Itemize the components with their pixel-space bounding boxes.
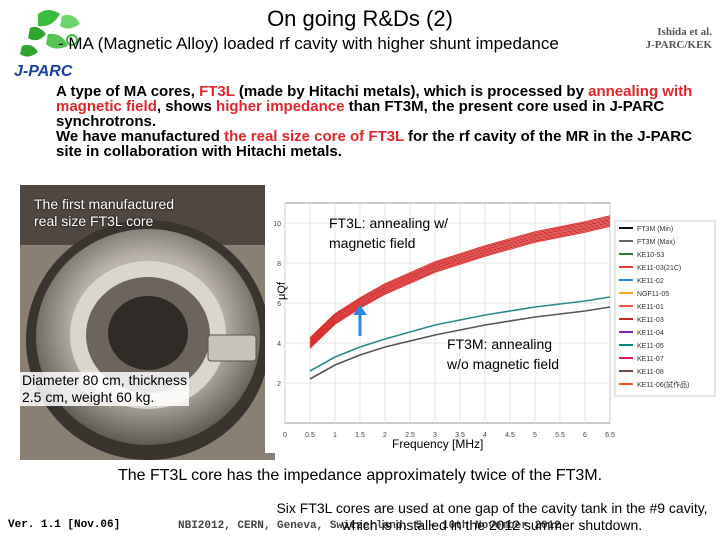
slide-title: On going R&Ds (2) — [267, 6, 453, 31]
legend-label: KE11-05 — [637, 343, 664, 350]
photo-caption: The first manufactured real size FT3L co… — [34, 196, 174, 230]
legend-label: KE11-01 — [637, 304, 664, 311]
x-tick-label: 2.5 — [405, 432, 415, 439]
impedance-chart: 0 0.5 1 1.5 2 2.5 3 3.5 4 4.5 5 5.5 6 6.5 10 8 6 4 2 FT3M … — [265, 183, 720, 453]
legend-label: NGF11-05 — [637, 291, 669, 298]
legend-label: KE11-07 — [637, 356, 664, 363]
intro-paragraph-1: A type of MA cores, FT3L (made by Hitach… — [56, 84, 696, 129]
series-line-ft3l — [309, 224, 611, 348]
author-names: Ishida et al. — [657, 26, 712, 38]
series-line-ft3l — [309, 223, 611, 346]
annotation-ft3m-line: FT3M: annealing — [447, 336, 552, 352]
x-tick-label: 1.5 — [355, 432, 365, 439]
legend-label: KE11-03 — [637, 317, 664, 324]
installation-note: Six FT3L cores are used at one gap of th… — [276, 500, 708, 533]
legend-label: FT3M (Max) — [637, 239, 675, 246]
x-tick-label: 0 — [283, 432, 287, 439]
author-affiliation: J-PARC/KEK — [645, 39, 712, 51]
intro-text: A type of MA cores, FT3L (made by Hitach… — [56, 84, 696, 159]
annotation-arrow — [353, 305, 367, 336]
annotation-ft3l: FT3L: annealing w/ magnetic field — [329, 215, 452, 251]
highlight-real-size-core: the real size core of FT3L — [224, 128, 404, 145]
intro-text-run: (made by Hitachi metals), which is proce… — [234, 83, 589, 100]
photo-caption-line: real size FT3L core — [34, 213, 154, 229]
intro-paragraph-2: We have manufactured the real size core … — [56, 129, 696, 159]
photo-caption-line: The first manufactured — [34, 196, 175, 212]
y-tick-label: 2 — [277, 381, 281, 388]
highlight-impedance: higher impedance — [216, 98, 345, 115]
x-tick-label: 6 — [583, 432, 587, 439]
chart-ticks: 0 0.5 1 1.5 2 2.5 3 3.5 4 4.5 5 5.5 6 6.5 10 8 6 4 2 — [273, 221, 615, 439]
series-line-ft3l — [309, 225, 611, 349]
annotation-ft3m: FT3M: annealing w/o magnetic field — [446, 336, 559, 372]
intro-text-run: for the rf cavity of the MR in the J-PAR… — [56, 128, 692, 160]
annotation-ft3l-line: magnetic field — [329, 235, 415, 251]
intro-text-run: , shows — [156, 98, 217, 115]
legend-label: KE11-02 — [637, 278, 664, 285]
x-tick-label: 0.5 — [305, 432, 315, 439]
version-label: Ver. 1.1 [Nov.06] — [8, 519, 121, 531]
slide-subtitle: - MA (Magnetic Alloy) loaded rf cavity w… — [58, 34, 559, 53]
legend-label: KE11-03(21C) — [637, 265, 681, 272]
x-tick-label: 3 — [433, 432, 437, 439]
legend-label: KE11-08 — [637, 369, 664, 376]
jparc-logo-text: J-PARC — [14, 63, 73, 80]
x-tick-label: 5.5 — [555, 432, 565, 439]
legend-label: KE10-53 — [637, 252, 664, 259]
highlight-ft3l: FT3L — [199, 83, 235, 100]
legend-label: FT3M (Min) — [637, 226, 673, 233]
series-line-ft3m — [309, 296, 611, 372]
series-line-ft3l — [309, 217, 611, 341]
dimensions-line: Diameter 80 cm, thickness — [22, 372, 187, 388]
core-dimensions-caption: Diameter 80 cm, thickness 2.5 cm, weight… — [20, 372, 189, 406]
legend-label: KE11-06(試作品) — [637, 380, 689, 389]
x-tick-label: 3.5 — [455, 432, 465, 439]
chart-x-label: Frequency [MHz] — [392, 437, 484, 451]
y-tick-label: 10 — [273, 221, 281, 228]
series-line-ft3l — [309, 221, 611, 345]
x-tick-label: 6.5 — [605, 432, 615, 439]
series-line-ft3m — [309, 306, 611, 380]
series-line-ft3l — [309, 219, 611, 343]
intro-text-run: We have manufactured — [56, 128, 225, 145]
y-tick-label: 8 — [277, 261, 281, 268]
dimensions-line: 2.5 cm, weight 60 kg. — [22, 389, 155, 405]
x-tick-label: 5 — [533, 432, 537, 439]
jparc-logo: J-PARC — [14, 10, 80, 80]
x-tick-label: 4.5 — [505, 432, 515, 439]
legend-label: KE11-04 — [637, 330, 664, 337]
annotation-ft3m-line: w/o magnetic field — [446, 356, 559, 372]
x-tick-label: 1 — [333, 432, 337, 439]
x-tick-label: 4 — [483, 432, 487, 439]
footer-conference: NBI2012, CERN, Geneva, Switzerland, 5 – … — [178, 520, 561, 532]
series-line-ft3l — [309, 216, 611, 340]
intro-text-run: A type of MA cores, — [56, 83, 200, 100]
legend-box — [614, 220, 716, 397]
jparc-logo-mark — [20, 10, 80, 57]
chart-y-label: μQf — [276, 282, 288, 300]
series-line-ft3l — [309, 215, 611, 339]
chart-series — [309, 215, 611, 380]
summary-text: The FT3L core has the impedance approxim… — [117, 467, 603, 484]
y-tick-label: 4 — [277, 341, 281, 348]
y-tick-label: 6 — [277, 301, 281, 308]
highlight-annealing: annealing with magnetic field — [56, 83, 693, 115]
author-credit: Ishida et al. J-PARC/KEK — [646, 26, 712, 52]
x-tick-label: 2 — [383, 432, 387, 439]
series-line-ft3l — [309, 220, 611, 344]
annotation-ft3l-line: FT3L: annealing w/ — [329, 215, 448, 231]
chart-legend: FT3M (Min) FT3M (Max) KE10-53 KE11-03(21C) K… — [614, 220, 716, 397]
intro-text-run: than FT3M, the present core used in J-PA… — [56, 98, 665, 130]
